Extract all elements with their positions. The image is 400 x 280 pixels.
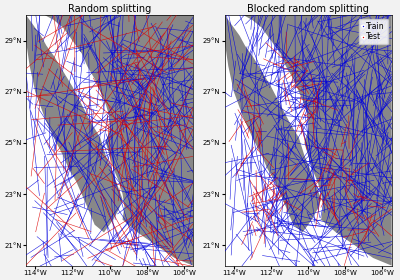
Polygon shape [26,15,193,266]
Legend: Train, Test: Train, Test [358,19,388,45]
Polygon shape [224,15,321,232]
Polygon shape [26,15,122,232]
Title: Random splitting: Random splitting [68,4,151,14]
Polygon shape [224,15,392,266]
Title: Blocked random splitting: Blocked random splitting [247,4,369,14]
